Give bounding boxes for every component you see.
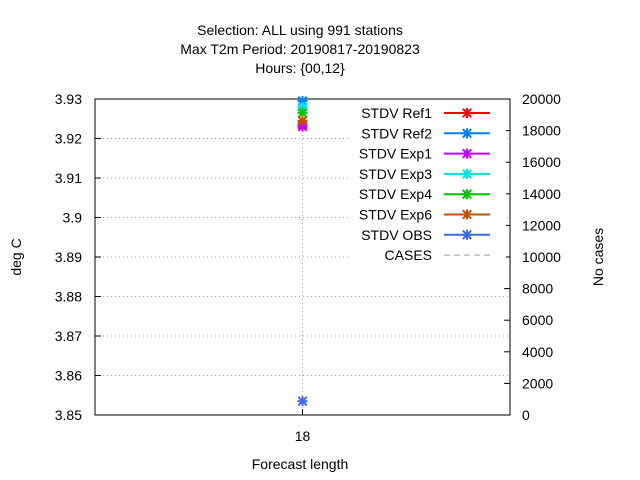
y2-tick-label: 16000: [522, 154, 561, 170]
y-tick-label: 3.87: [55, 328, 82, 344]
data-point: [297, 396, 308, 407]
legend-marker: [462, 209, 472, 220]
legend-item: STDV Ref1: [361, 105, 490, 121]
y2-tick-label: 12000: [522, 217, 561, 233]
legend-marker: [462, 148, 472, 159]
legend-marker: [462, 108, 472, 118]
x-axis-ticks: 18: [295, 409, 311, 444]
y2-tick-label: 2000: [522, 375, 553, 391]
legend-item: STDV Exp3: [359, 166, 490, 182]
title-line: Max T2m Period: 20190817-20190823: [180, 41, 420, 57]
y2-tick-label: 10000: [522, 249, 561, 265]
legend-label: STDV Exp3: [359, 166, 432, 182]
data-point: [297, 115, 308, 126]
y-tick-label: 3.9: [63, 210, 83, 226]
legend-item: STDV OBS: [361, 227, 490, 243]
y2-tick-label: 0: [522, 407, 530, 423]
legend-item: STDV Exp1: [359, 146, 490, 162]
y-axis-label: deg C: [8, 238, 24, 275]
legend-label: STDV Exp4: [359, 186, 432, 202]
legend-label: STDV OBS: [361, 227, 432, 243]
legend-item: CASES: [385, 247, 490, 263]
legend: STDV Ref1 STDV Ref2 STDV Exp1 STDV Exp3 STDV…: [348, 101, 506, 268]
y2-tick-label: 6000: [522, 312, 553, 328]
grid: [95, 99, 510, 415]
legend-item: STDV Exp4: [359, 186, 490, 202]
y-tick-label: 3.91: [55, 170, 82, 186]
x-axis-label: Forecast length: [252, 456, 349, 472]
y2-tick-label: 18000: [522, 123, 561, 139]
y-tick-label: 3.86: [55, 368, 82, 384]
y2-tick-label: 20000: [522, 91, 561, 107]
data-points: [297, 95, 308, 407]
legend-item: STDV Ref2: [361, 125, 490, 141]
legend-marker: [462, 189, 472, 200]
legend-label: STDV Exp6: [359, 207, 432, 223]
y-axis-ticks: 3.85 3.86 3.87 3.88 3.89 3.9 3.91 3.92 3.93: [55, 91, 101, 423]
y-tick-label: 3.85: [55, 407, 82, 423]
legend-marker: [462, 229, 472, 240]
y2-tick-label: 14000: [522, 186, 561, 202]
data-point: [297, 107, 308, 118]
legend-label: STDV Ref2: [361, 125, 432, 141]
chart-title: Selection: ALL using 991 stations Max T2m…: [180, 22, 420, 76]
legend-label: CASES: [385, 247, 432, 263]
y-tick-label: 3.88: [55, 289, 82, 305]
y-tick-label: 3.92: [55, 131, 82, 147]
y2-tick-label: 4000: [522, 344, 553, 360]
y2-axis-label: No cases: [590, 228, 606, 286]
legend-item: STDV Exp6: [359, 207, 490, 223]
title-line: Selection: ALL using 991 stations: [197, 22, 403, 38]
title-line: Hours: {00,12}: [255, 60, 345, 76]
y2-tick-label: 8000: [522, 281, 553, 297]
x-tick-label: 18: [295, 428, 311, 444]
y-tick-label: 3.89: [55, 249, 82, 265]
y2-axis-ticks: 0 2000 4000 6000 8000 10000 12000 14000 16000 180…: [504, 91, 561, 423]
legend-label: STDV Exp1: [359, 146, 432, 162]
legend-marker: [462, 168, 472, 179]
y-tick-label: 3.93: [55, 91, 82, 107]
legend-marker: [462, 128, 472, 139]
legend-background: [348, 101, 506, 268]
legend-label: STDV Ref1: [361, 105, 432, 121]
